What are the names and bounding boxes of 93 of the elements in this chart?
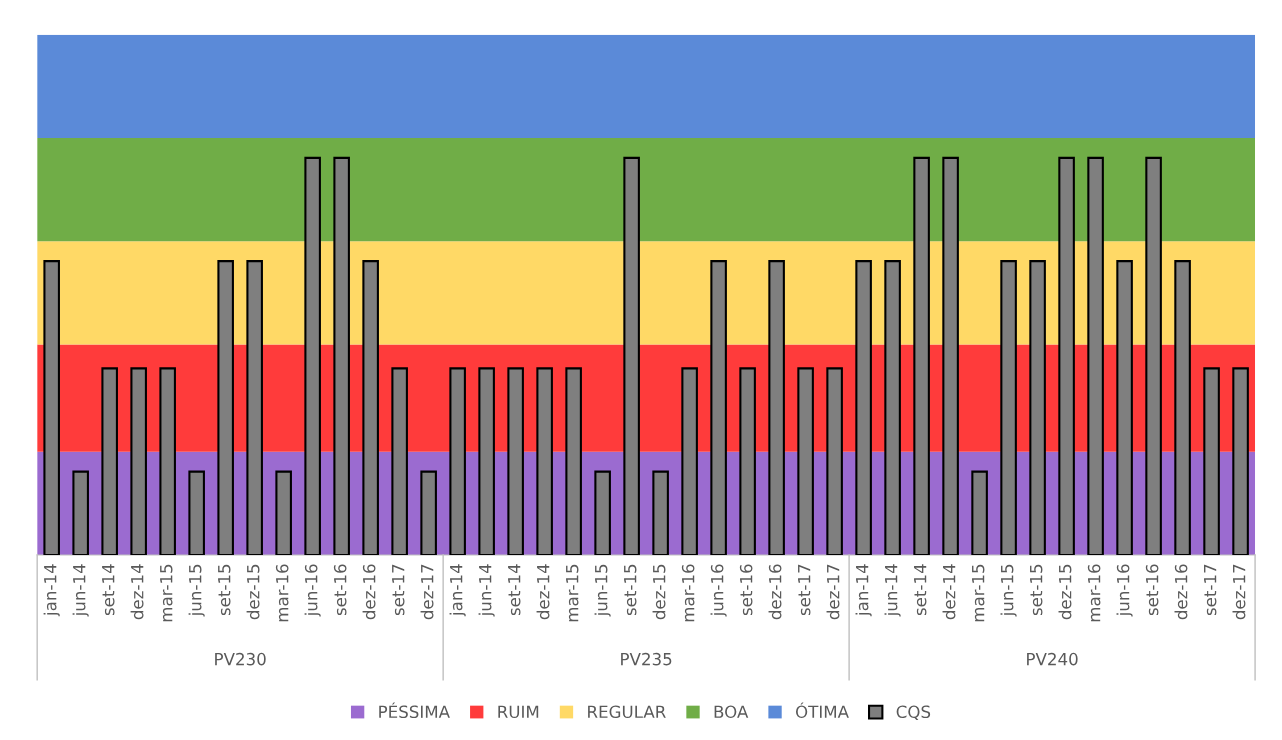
x-tick-label: dez-14 bbox=[130, 564, 144, 620]
x-tick-label: set-15 bbox=[218, 564, 231, 616]
bar bbox=[333, 156, 350, 555]
x-tick-label: dez-15 bbox=[652, 564, 666, 620]
x-tick-label: set-15 bbox=[624, 564, 637, 616]
bar bbox=[1058, 156, 1075, 555]
bar bbox=[536, 367, 553, 555]
x-tick-label: jan-14 bbox=[43, 564, 60, 617]
bar bbox=[420, 470, 437, 555]
x-tick-label: set-17 bbox=[1204, 564, 1217, 616]
bar bbox=[101, 367, 118, 555]
x-tick-label: set-16 bbox=[1145, 564, 1159, 616]
bar bbox=[768, 260, 785, 555]
bar bbox=[971, 470, 988, 555]
x-tick-label: jun-16 bbox=[1116, 564, 1133, 617]
legend-label: REGULAR bbox=[588, 705, 666, 719]
x-tick-label: dez-17 bbox=[826, 564, 840, 620]
x-tick-label: dez-15 bbox=[246, 564, 260, 620]
bar bbox=[304, 156, 321, 555]
bar bbox=[72, 470, 89, 555]
x-tick-label: jun-15 bbox=[594, 564, 611, 617]
bar bbox=[942, 156, 959, 555]
x-tick-label: dez-17 bbox=[1232, 564, 1246, 620]
x-tick-label: set-14 bbox=[102, 564, 115, 616]
bar bbox=[826, 367, 843, 555]
x-tick-label: jun-15 bbox=[1000, 564, 1017, 617]
legend-label: BOA bbox=[714, 705, 749, 719]
bar bbox=[1000, 260, 1017, 555]
x-tick-label: jun-14 bbox=[478, 564, 495, 617]
bar bbox=[884, 260, 901, 555]
legend-label: RUIM bbox=[498, 705, 539, 719]
x-tick-label: dez-15 bbox=[1058, 564, 1072, 620]
x-tick-label: jun-16 bbox=[710, 564, 727, 617]
bar bbox=[275, 470, 292, 555]
legend-label: PÉSSIMA bbox=[379, 702, 450, 719]
x-tick-label: set-16 bbox=[333, 564, 347, 616]
bar bbox=[362, 260, 379, 555]
bar bbox=[130, 367, 147, 555]
bar bbox=[1203, 367, 1220, 555]
bar bbox=[391, 367, 408, 555]
bar bbox=[681, 367, 698, 555]
x-tick-label: jan-14 bbox=[855, 564, 872, 617]
bar bbox=[188, 470, 205, 555]
x-tick-label: dez-14 bbox=[536, 564, 550, 620]
bar bbox=[246, 260, 263, 555]
x-tick-label: jun-15 bbox=[188, 564, 205, 617]
x-tick-label: set-17 bbox=[392, 564, 405, 616]
x-tick-label: dez-16 bbox=[362, 564, 376, 620]
bar bbox=[710, 260, 727, 555]
x-tick-label: mar-16 bbox=[681, 564, 695, 622]
bar bbox=[739, 367, 756, 555]
x-tick-label: set-15 bbox=[1030, 564, 1043, 616]
bar bbox=[1116, 260, 1133, 555]
legend-label: CQS bbox=[896, 705, 931, 720]
x-tick-label: jan-14 bbox=[449, 564, 466, 617]
text: PV230 bbox=[215, 652, 266, 666]
x-tick-label: mar-16 bbox=[1087, 564, 1101, 622]
bar bbox=[1029, 260, 1046, 555]
x-tick-label: dez-16 bbox=[768, 564, 782, 620]
x-tick-label: dez-14 bbox=[942, 564, 956, 620]
bar bbox=[565, 367, 582, 555]
x-tick-label: mar-15 bbox=[972, 564, 985, 622]
bar bbox=[478, 367, 495, 555]
bar bbox=[1232, 367, 1249, 555]
x-tick-label: mar-15 bbox=[160, 564, 173, 622]
x-tick-label: jun-14 bbox=[884, 564, 901, 617]
x-tick-label: jun-16 bbox=[304, 564, 321, 617]
x-tick-label: set-14 bbox=[508, 564, 521, 616]
x-tick-label: jun-14 bbox=[72, 564, 89, 617]
bar bbox=[507, 367, 524, 555]
x-tick-label: set-17 bbox=[798, 564, 811, 616]
text: PV240 bbox=[1027, 652, 1078, 666]
x-tick-label: set-16 bbox=[739, 564, 753, 616]
bar bbox=[43, 260, 60, 555]
bar bbox=[159, 367, 176, 555]
x-tick-label: mar-16 bbox=[275, 564, 289, 622]
bar bbox=[652, 470, 669, 555]
x-tick-label: dez-16 bbox=[1174, 564, 1188, 620]
bar bbox=[449, 367, 466, 555]
x-tick-label: set-14 bbox=[914, 564, 927, 616]
bar bbox=[855, 260, 872, 555]
bar bbox=[217, 260, 234, 555]
legend-label: ÓTIMA bbox=[795, 702, 849, 719]
x-tick-label: dez-17 bbox=[420, 564, 434, 620]
bar bbox=[1145, 156, 1162, 555]
bar bbox=[1174, 260, 1191, 555]
bar bbox=[913, 156, 930, 555]
bar bbox=[594, 470, 611, 555]
text: PV235 bbox=[621, 652, 672, 666]
bar bbox=[797, 367, 814, 555]
bar bbox=[1087, 156, 1104, 555]
bar bbox=[623, 156, 640, 555]
x-tick-label: mar-15 bbox=[566, 564, 579, 622]
